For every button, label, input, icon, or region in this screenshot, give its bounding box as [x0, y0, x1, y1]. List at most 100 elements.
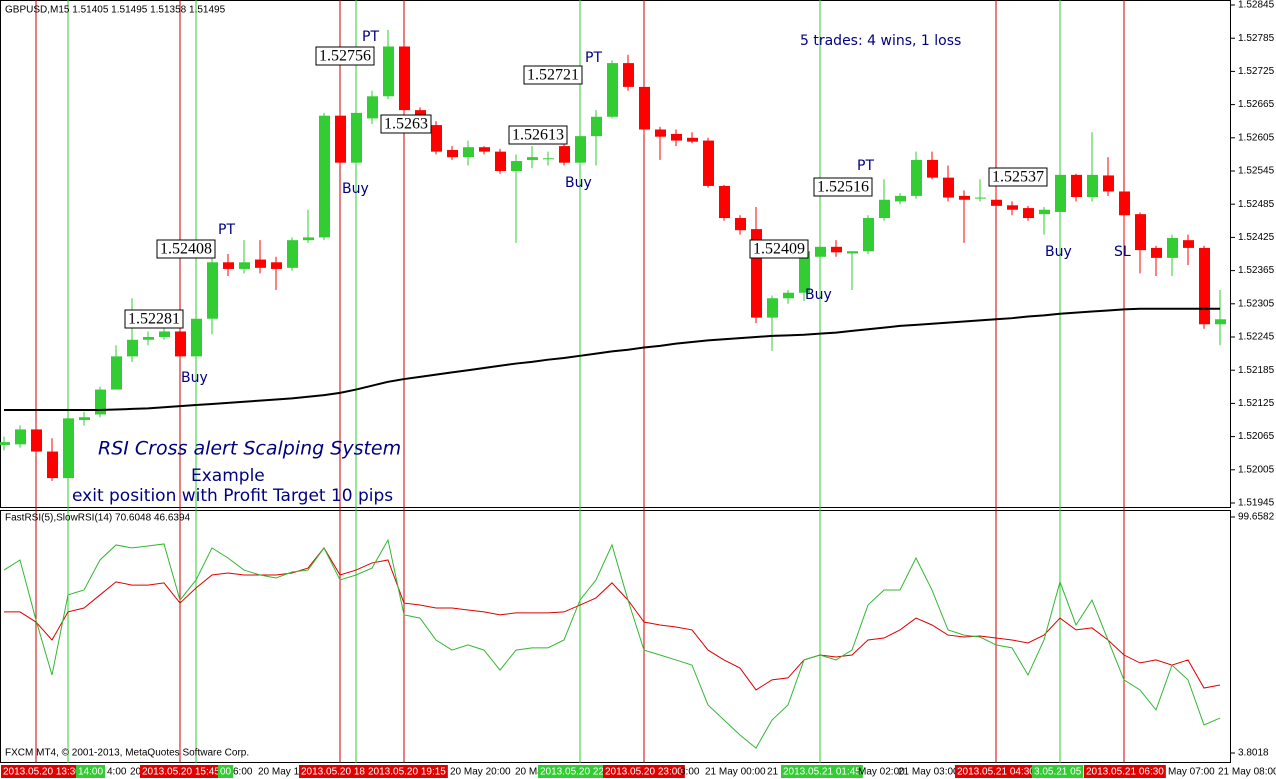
candle-body: [191, 318, 202, 357]
candle-body: [399, 46, 410, 111]
time-label-highlight: [1032, 765, 1084, 778]
time-label-text: 2013.05.20 23:00: [605, 767, 683, 778]
candle-body: [991, 199, 1002, 206]
candle-body: [255, 259, 266, 268]
price-label: 1.52613: [512, 127, 564, 144]
time-label-text: 00: [220, 767, 232, 778]
price-label: 1.52537: [992, 169, 1044, 186]
price-label: 1.52281: [128, 311, 180, 328]
note: exit position with Profit Target 10 pips: [72, 486, 393, 506]
candle-body: [831, 246, 842, 253]
price-label: 1.52408: [160, 241, 212, 258]
candle-body: [607, 63, 618, 117]
time-label: 2013.05.21 04:30: [955, 765, 1037, 778]
y-tick-label: 1.52725: [1238, 66, 1275, 77]
candle-body: [47, 451, 58, 479]
time-label-highlight: [1084, 765, 1166, 778]
candle-body: [591, 116, 602, 137]
time-label: 3:00: [680, 767, 700, 778]
candle-body: [159, 331, 170, 337]
candle-body: [1087, 174, 1098, 198]
time-label-highlight: [603, 765, 685, 778]
price-label-box: [380, 114, 432, 134]
signal-lines: [35, 0, 1125, 763]
candle-body: [527, 157, 538, 160]
note: RSI Cross alert Scalping System: [98, 438, 401, 460]
annotation: PT: [857, 158, 874, 174]
candle-body: [687, 137, 698, 142]
candle-body: [31, 429, 42, 452]
time-label: 21 May 00:00: [705, 767, 766, 778]
time-label: 21: [767, 767, 779, 778]
time-label-text: 20: [130, 767, 142, 778]
time-label: 14:00: [76, 765, 106, 778]
y-tick-label: 1.52125: [1238, 398, 1275, 409]
y-tick-label: 1.52545: [1238, 166, 1275, 177]
time-label: May 02:00: [858, 767, 905, 778]
time-label: May 07:00: [1168, 767, 1215, 778]
y-tick-label: 1.52245: [1238, 332, 1275, 343]
candle-body: [127, 339, 138, 357]
price-label-box: [315, 46, 375, 66]
candle-body: [223, 262, 234, 269]
candle-body: [1183, 240, 1194, 248]
time-label-highlight: [538, 765, 606, 778]
y-tick-label: 1.51945: [1238, 498, 1275, 509]
note: Example: [191, 466, 265, 486]
time-label-text: 2013.05.20 15:45: [142, 767, 220, 778]
time-label-text: 2013.05.20 22: [540, 767, 604, 778]
candle-body: [783, 292, 794, 299]
candle-body: [543, 158, 554, 160]
time-label: 2013.05.20 19:15: [366, 765, 448, 778]
time-label-text: 2013.05.20 18: [301, 767, 365, 778]
candle-body: [719, 185, 730, 219]
time-label-text: 21: [767, 767, 779, 778]
y-tick-label: 99.6582: [1238, 512, 1275, 523]
time-label: 2013.05.20 15:45: [140, 765, 222, 778]
time-label-text: 6:00: [233, 767, 253, 778]
candle-body: [367, 96, 378, 119]
time-label: 2013.05.20 23:00: [603, 765, 685, 778]
candle-body: [735, 218, 746, 231]
candle-body: [863, 218, 874, 252]
time-label-text: 4:00: [107, 767, 127, 778]
time-label: 4:00: [107, 767, 127, 778]
y-tick-label: 1.52005: [1238, 464, 1275, 475]
candle-body: [895, 195, 906, 202]
candle-body: [239, 262, 250, 269]
price-label: 1.52516: [817, 179, 869, 196]
time-label-text: 2013.05.21 04:30: [957, 767, 1035, 778]
time-label-highlight: [1, 765, 83, 778]
y-tick-label: 1.52665: [1238, 99, 1275, 110]
candle-body: [1007, 205, 1018, 210]
candle-body: [559, 146, 570, 163]
candle-body: [975, 197, 986, 199]
candle-body: [1119, 191, 1130, 216]
candle-body: [271, 262, 282, 269]
y-tick-label: 1.52425: [1238, 232, 1275, 243]
time-label-highlight: [76, 765, 106, 778]
time-label-text: 3.05.21 05: [1034, 767, 1082, 778]
y-tick-label: 1.52485: [1238, 199, 1275, 210]
annotation: SL: [1114, 244, 1131, 260]
annotation: Buy: [805, 287, 832, 303]
time-label: 2013.05.21 06:30: [1084, 765, 1166, 778]
note: 5 trades: 4 wins, 1 loss: [800, 33, 961, 49]
price-label: 1.5263: [384, 116, 428, 133]
candle-body: [111, 356, 122, 390]
time-label: 00: [218, 765, 234, 778]
price-label-box: [156, 239, 216, 259]
time-label-text: 20 Ma: [515, 767, 543, 778]
time-label-text: 2013.05.20 13:30: [3, 767, 81, 778]
candle-body: [303, 237, 314, 241]
candle-body: [463, 147, 474, 158]
time-label: 6:00: [233, 767, 253, 778]
moving-average: [4, 307, 1220, 412]
y-tick-label: 1.52845: [1238, 0, 1275, 11]
candle-body: [1055, 174, 1066, 212]
candle-body: [95, 389, 106, 415]
time-label-text: May 07:00: [1168, 767, 1215, 778]
candle-body: [479, 147, 490, 152]
time-label-text: 20 May 20:00: [450, 767, 511, 778]
candle-body: [655, 129, 666, 137]
